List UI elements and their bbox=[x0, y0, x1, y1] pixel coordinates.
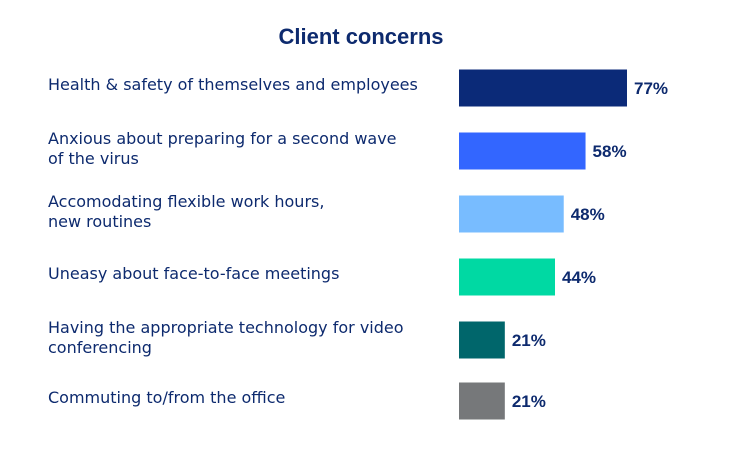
category-label-6: Commuting to/from the office bbox=[48, 388, 438, 408]
category-label-line: Commuting to/from the office bbox=[48, 388, 286, 407]
category-label-2: Anxious about preparing for a second wav… bbox=[48, 129, 438, 169]
value-label-5: 21% bbox=[512, 331, 546, 350]
value-label-3: 48% bbox=[571, 205, 605, 224]
bar-4 bbox=[459, 258, 555, 296]
bar-2 bbox=[459, 132, 586, 170]
category-label-line: conferencing bbox=[48, 338, 152, 357]
value-label-6: 21% bbox=[512, 392, 546, 411]
value-label-4: 44% bbox=[562, 268, 596, 287]
bar-5 bbox=[459, 321, 505, 359]
category-label-line: Anxious about preparing for a second wav… bbox=[48, 129, 397, 148]
category-label-line: new routines bbox=[48, 212, 152, 231]
value-label-2: 58% bbox=[593, 142, 627, 161]
bar-1 bbox=[459, 69, 627, 107]
chart-title: Client concerns bbox=[278, 24, 444, 49]
category-label-1: Health & safety of themselves and employ… bbox=[48, 75, 438, 95]
bar-3 bbox=[459, 195, 564, 233]
category-label-5: Having the appropriate technology for vi… bbox=[48, 318, 438, 358]
category-label-4: Uneasy about face-to-face meetings bbox=[48, 264, 438, 284]
value-label-1: 77% bbox=[634, 79, 668, 98]
category-label-line: Accomodating flexible work hours, bbox=[48, 192, 325, 211]
category-label-line: Having the appropriate technology for vi… bbox=[48, 318, 404, 337]
category-label-3: Accomodating flexible work hours, new rou… bbox=[48, 192, 438, 232]
category-label-line: Uneasy about face-to-face meetings bbox=[48, 264, 340, 283]
category-label-line: of the virus bbox=[48, 149, 139, 168]
bar-6 bbox=[459, 382, 505, 420]
category-label-line: Health & safety of themselves and employ… bbox=[48, 75, 418, 94]
